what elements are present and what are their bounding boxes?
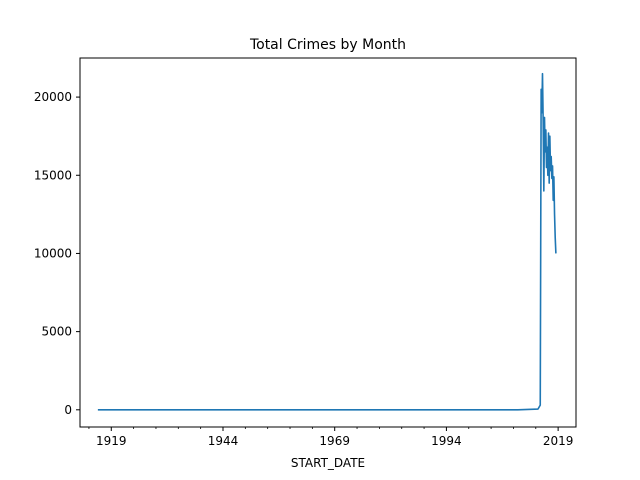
y-axis: 0 5000 10000 15000 20000 [34, 90, 80, 417]
x-tick-label: 2019 [543, 434, 574, 448]
y-tick-label: 15000 [34, 168, 72, 182]
x-tick-label: 1994 [431, 434, 462, 448]
y-tick-label: 20000 [34, 90, 72, 104]
y-tick-label: 5000 [41, 325, 72, 339]
y-tick-label: 10000 [34, 246, 72, 260]
plot-frame [79, 57, 577, 428]
x-axis: 1919 1944 1969 1994 2019 [88, 427, 574, 448]
series-line-0 [97, 72, 557, 411]
x-tick-label: 1969 [319, 434, 350, 448]
x-axis-label: START_DATE [291, 456, 365, 470]
plot-area [79, 57, 577, 428]
x-tick-label: 1919 [96, 434, 127, 448]
x-tick-label: 1944 [208, 434, 239, 448]
y-tick-label: 0 [64, 403, 72, 417]
chart-title: Total Crimes by Month [249, 37, 406, 53]
